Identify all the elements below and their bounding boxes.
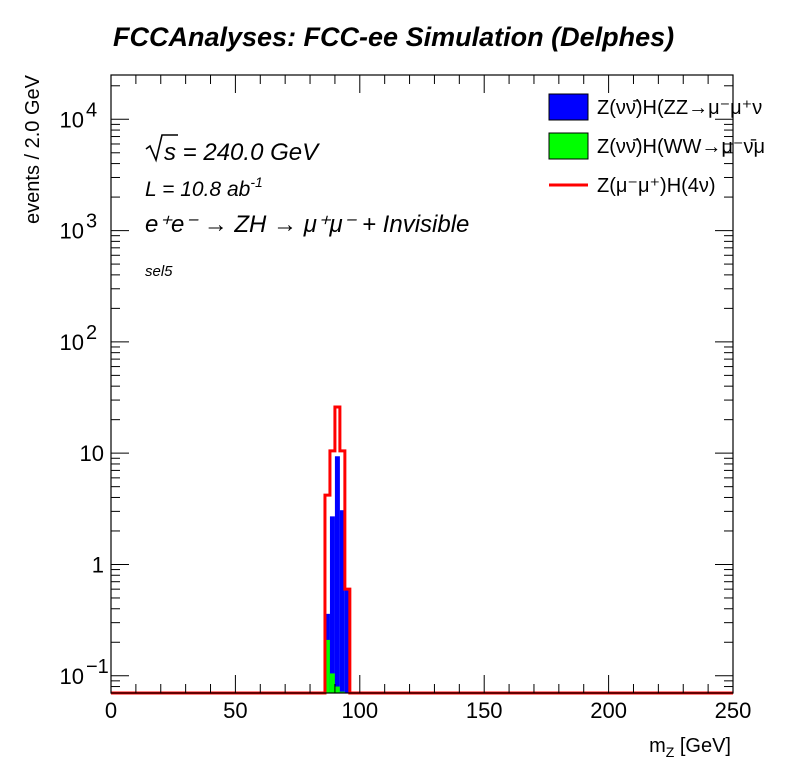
- frame-rect: [110, 74, 734, 694]
- selection-annotation: sel5: [145, 263, 173, 280]
- legend-swatch-0: [548, 93, 589, 121]
- lumi-annotation: L = 10.8 ab-1: [145, 174, 263, 201]
- y-tick-exponent-1000: 3: [86, 211, 97, 233]
- chart-title: FCCAnalyses: FCC-ee Simulation (Delphes): [113, 22, 674, 52]
- legend: Z(νν̄)H(ZZ→μ⁻μ⁺ν Z(νν̄)H(WW→μ⁻ν̄μ Z(μ⁻μ⁺)H…: [548, 93, 765, 197]
- legend-label-1: Z(νν̄)H(WW→μ⁻ν̄μ: [597, 136, 765, 158]
- bar-zz-94: [344, 589, 350, 693]
- y-tick-exponent-100: 2: [86, 322, 97, 344]
- legend-label-2: Z(μ⁻μ⁺)H(4ν): [597, 175, 716, 197]
- y-tick-exponent-0.1: −1: [86, 656, 109, 678]
- axis-ticks: [110, 75, 734, 694]
- y-tick-label-0.1: 10: [60, 664, 84, 689]
- plot-frame: [110, 74, 734, 694]
- y-tick-label-10: 10: [80, 441, 104, 466]
- sqrt-s-text: s = 240.0 GeV: [164, 139, 320, 166]
- y-axis-label: events / 2.0 GeV: [22, 74, 44, 224]
- x-tick-label-250: 250: [715, 698, 752, 723]
- y-tick-label-100: 10: [60, 330, 84, 355]
- process-annotation: e⁺e⁻ → ZH → μ⁺μ⁻ + Invisible: [145, 211, 469, 238]
- bar-ww-90: [334, 686, 340, 693]
- signal-line: [111, 405, 733, 695]
- sqrt-symbol: [145, 134, 178, 163]
- bar-zz-92: [339, 510, 345, 693]
- legend-label-0: Z(νν̄)H(ZZ→μ⁻μ⁺ν: [597, 97, 762, 119]
- x-axis-label: mZ [GeV]: [649, 735, 731, 760]
- x-tick-label-100: 100: [341, 698, 378, 723]
- stacked-bars: [324, 456, 350, 693]
- y-tick-label-1000: 10: [60, 219, 84, 244]
- sqrt-s-annotation: s = 240.0 GeV: [145, 134, 320, 166]
- legend-swatch-1: [548, 132, 589, 160]
- y-tick-exponent-10000: 4: [86, 99, 97, 121]
- line-series-zmumu: [111, 405, 733, 695]
- x-tick-label-50: 50: [223, 698, 247, 723]
- x-tick-label-200: 200: [590, 698, 627, 723]
- x-tick-label-150: 150: [466, 698, 503, 723]
- x-tick-label-0: 0: [105, 698, 117, 723]
- bar-ww-88: [329, 673, 335, 693]
- bar-zz-90: [334, 456, 340, 693]
- bar-ww-86: [324, 639, 330, 693]
- bar-zz-88: [329, 516, 335, 693]
- y-tick-label-1: 1: [92, 552, 104, 577]
- bar-ww-92: [339, 691, 345, 693]
- y-tick-label-10000: 10: [60, 107, 84, 132]
